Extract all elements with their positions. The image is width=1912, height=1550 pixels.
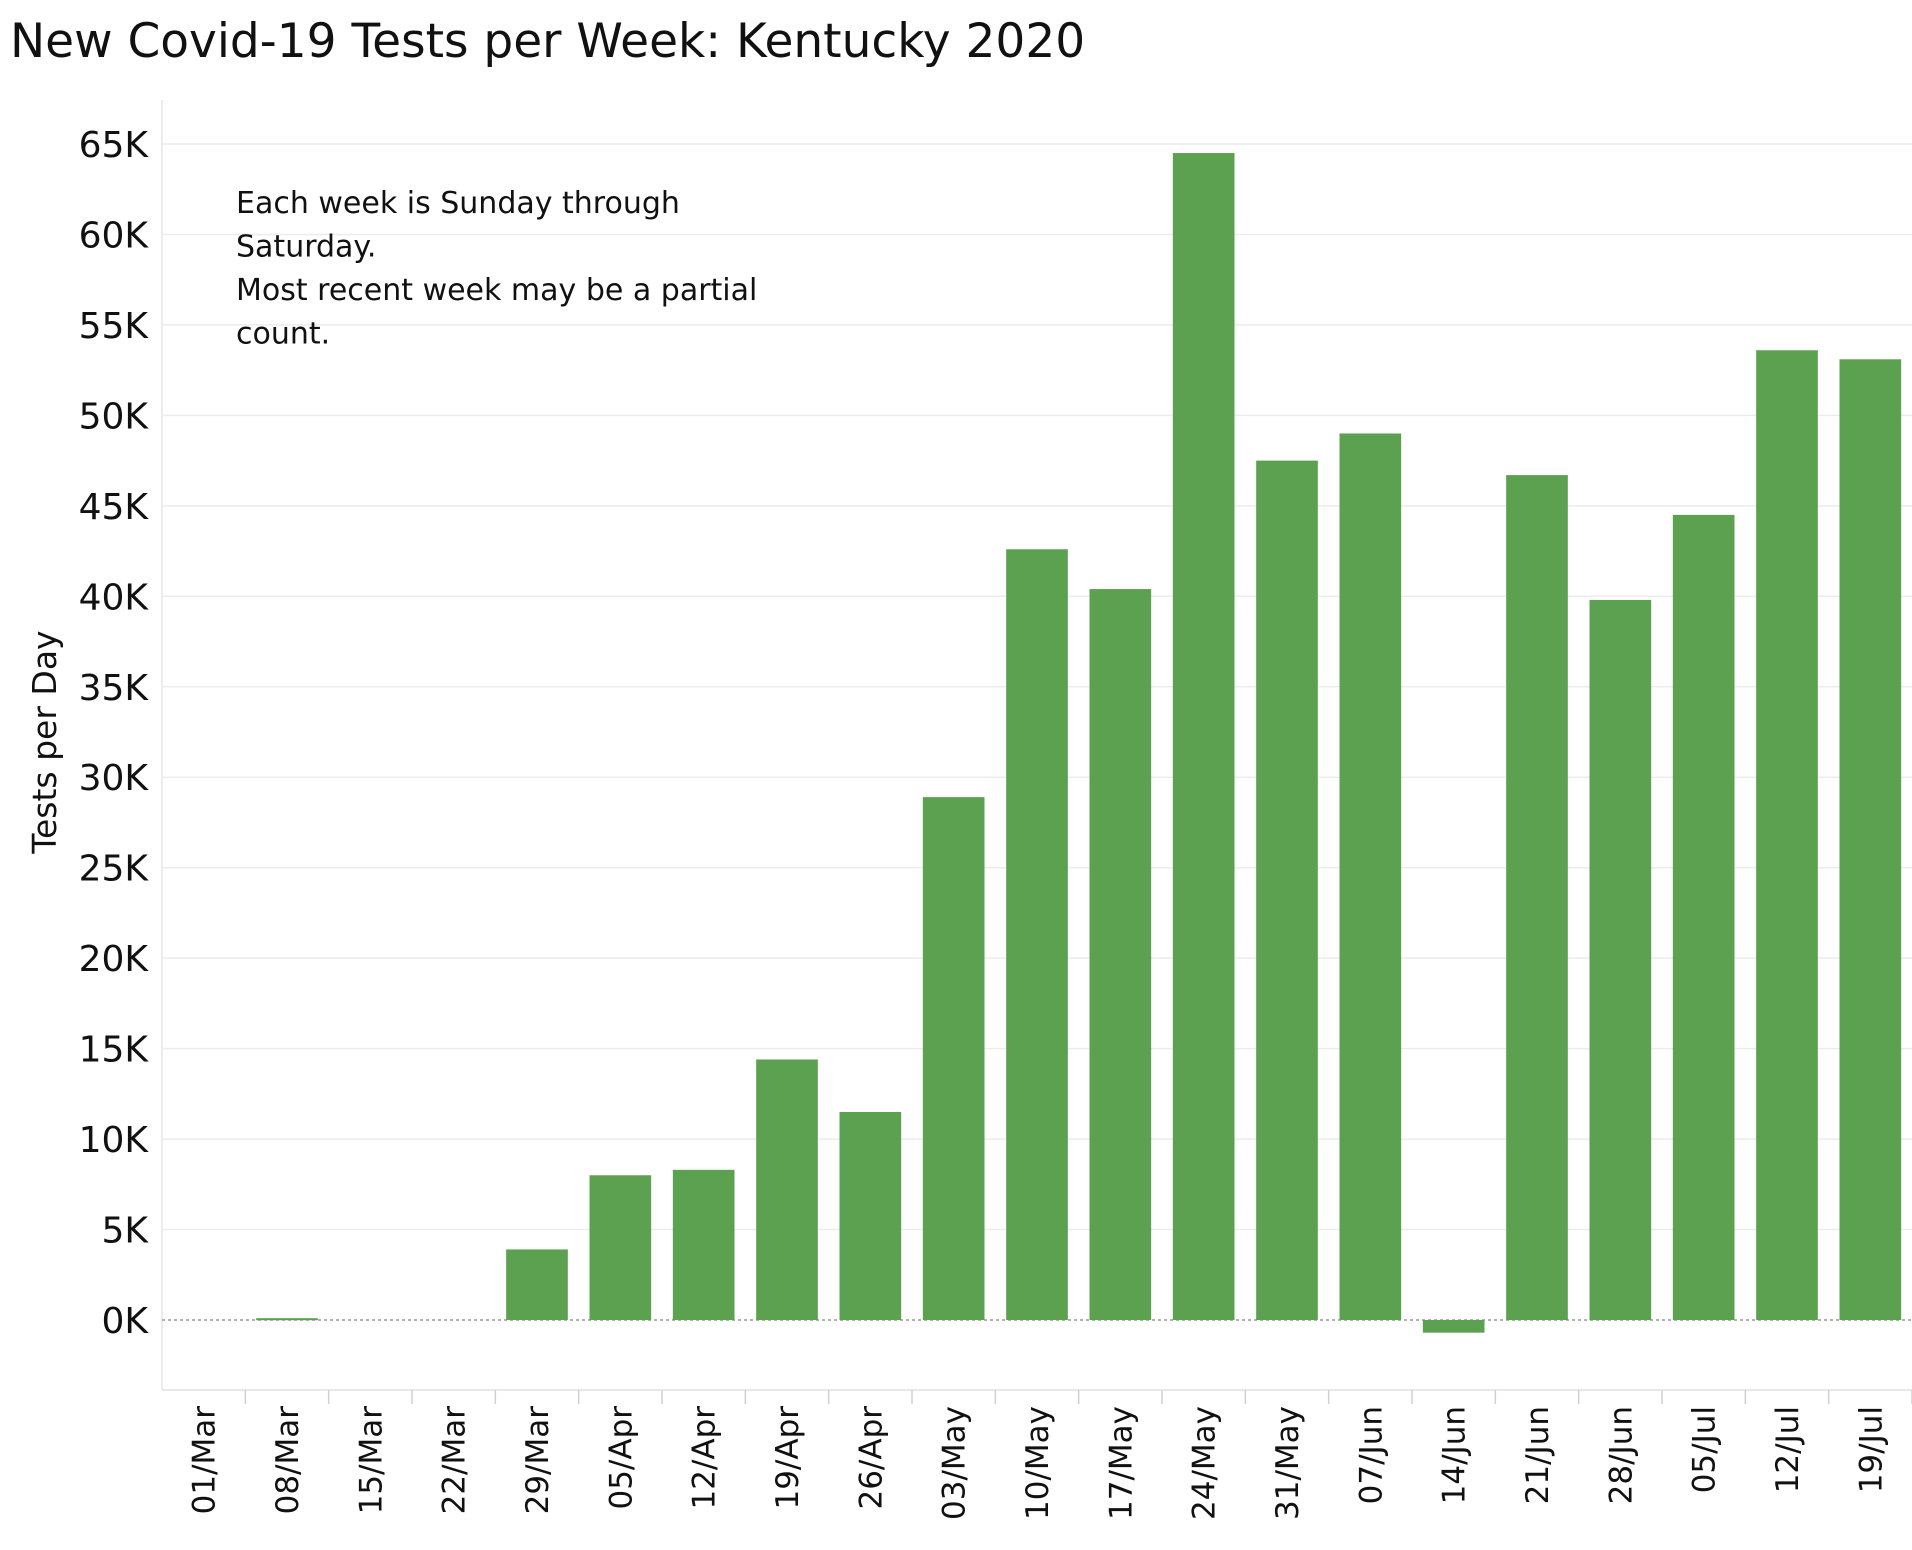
annotation-line: Saturday.	[236, 230, 376, 265]
chart-title: New Covid-19 Tests per Week: Kentucky 20…	[10, 14, 1086, 69]
bar	[1006, 549, 1068, 1320]
bar	[756, 1059, 818, 1320]
y-tick-label: 30K	[79, 758, 150, 799]
y-tick-label: 40K	[79, 577, 150, 618]
bar	[922, 797, 985, 1320]
bar	[256, 1318, 318, 1321]
x-tick-label: 14/Jun	[1437, 1406, 1473, 1504]
bar	[1256, 460, 1318, 1321]
annotation-line: count.	[236, 317, 330, 352]
y-tick-label: 10K	[79, 1120, 150, 1161]
bar	[1089, 589, 1152, 1320]
y-tick-label: 0K	[101, 1301, 149, 1342]
x-tick-label: 08/Mar	[270, 1406, 306, 1515]
bar	[1756, 350, 1818, 1320]
x-tick-label: 07/Jun	[1353, 1406, 1389, 1504]
bar	[1672, 514, 1735, 1320]
x-tick-label: 12/Apr	[687, 1406, 723, 1510]
bar	[589, 1175, 652, 1320]
x-tick-label: 19/Jul	[1853, 1406, 1889, 1493]
y-tick-label: 20K	[79, 939, 150, 980]
x-tick-label: 05/Jul	[1687, 1406, 1723, 1493]
y-axis-title: Tests per Day	[25, 630, 64, 854]
x-tick-label: 26/Apr	[853, 1406, 889, 1510]
bar	[1839, 359, 1902, 1320]
annotation-line: Each week is Sunday through	[236, 186, 680, 221]
bar	[1339, 433, 1402, 1320]
bar	[1506, 475, 1568, 1320]
x-axis: 01/Mar 08/Mar 15/Mar 22/Mar 29/Mar 05/Apr 12/A…	[162, 1389, 1912, 1520]
bar	[1172, 153, 1235, 1321]
bar	[839, 1111, 902, 1320]
x-tick-label: 31/May	[1270, 1406, 1306, 1520]
bar	[506, 1249, 568, 1320]
x-tick-label: 03/May	[937, 1406, 973, 1520]
bar	[1422, 1320, 1485, 1333]
y-tick-label: 60K	[79, 215, 150, 256]
y-tick-label: 55K	[79, 306, 150, 347]
y-tick-label: 35K	[79, 668, 150, 709]
bar	[672, 1169, 735, 1320]
x-tick-label: 17/May	[1103, 1406, 1139, 1520]
y-tick-label: 45K	[79, 487, 150, 528]
x-tick-label: 19/Apr	[770, 1406, 806, 1510]
y-tick-label: 65K	[79, 125, 150, 166]
x-tick-label: 24/May	[1187, 1406, 1223, 1520]
y-tick-label: 50K	[79, 396, 150, 437]
x-tick-label: 21/Jun	[1520, 1406, 1556, 1504]
x-tick-label: 15/Mar	[353, 1406, 389, 1515]
x-tick-label: 22/Mar	[437, 1406, 473, 1515]
x-tick-label: 05/Apr	[603, 1406, 639, 1510]
annotation-line: Most recent week may be a partial	[236, 273, 757, 308]
annotation-note: Each week is Sunday through Saturday. Most…	[236, 186, 757, 352]
bars	[256, 153, 1902, 1333]
x-tick-label: 01/Mar	[187, 1406, 223, 1515]
x-tick-label: 28/Jun	[1603, 1406, 1639, 1504]
bar	[1589, 599, 1652, 1320]
y-tick-label: 25K	[79, 849, 150, 890]
x-tick-label: 12/Jul	[1770, 1406, 1806, 1493]
x-tick-label: 10/May	[1020, 1406, 1056, 1520]
y-axis-ticks: 0K 5K 10K 15K 20K 25K 30K 35K 40K 45K 50K 55K 60K 65K	[79, 125, 150, 1342]
x-tick-label: 29/Mar	[520, 1406, 556, 1515]
y-tick-label: 15K	[79, 1030, 150, 1071]
y-tick-label: 5K	[101, 1211, 149, 1252]
